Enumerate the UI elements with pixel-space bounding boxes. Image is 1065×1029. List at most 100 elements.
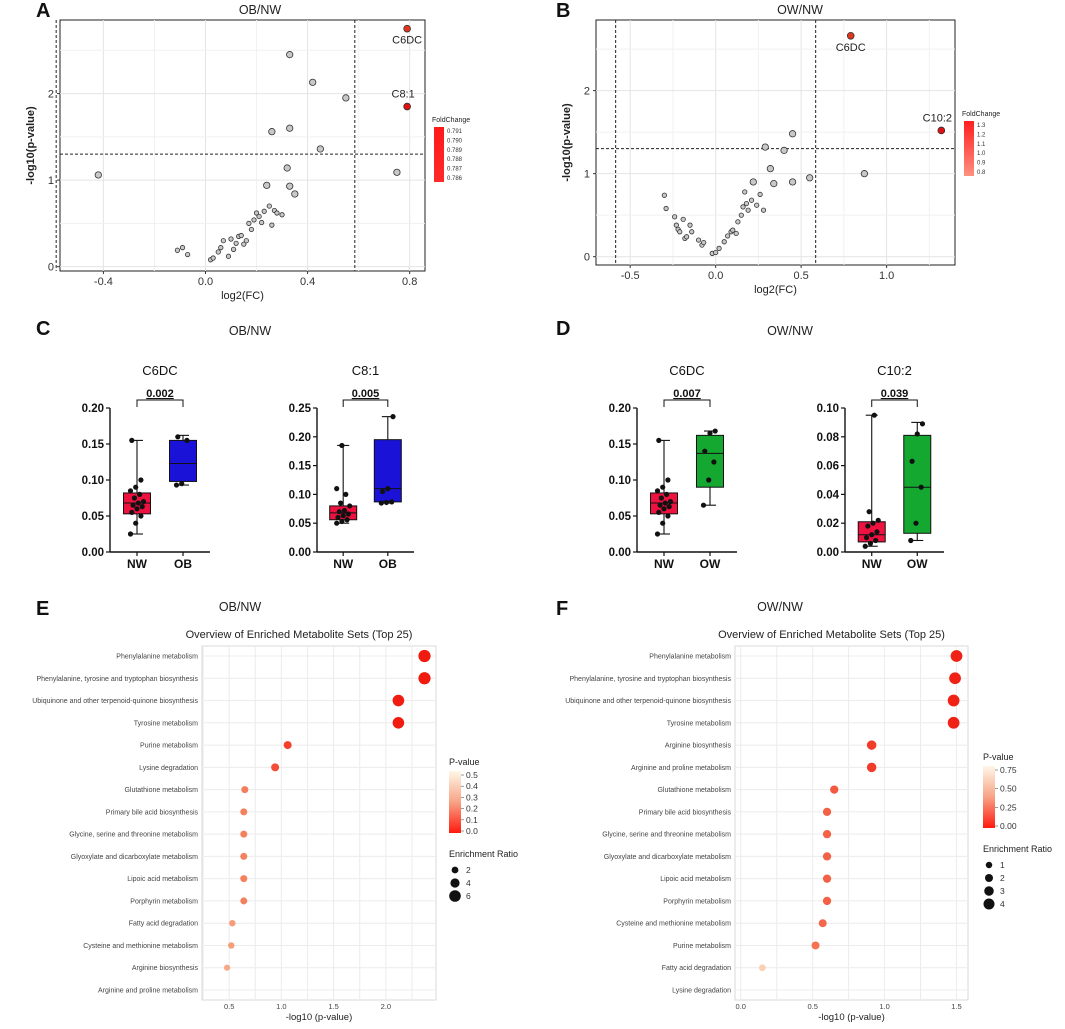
d-c6dc-y-tick-label: 0.00 <box>609 547 631 559</box>
d-c102-data-point <box>863 535 870 541</box>
f-category-label: Phenylalanine, tyrosine and tryptophan b… <box>570 676 732 683</box>
a-highlight-point-1 <box>403 102 411 111</box>
e-x-tick-label: 1.0 <box>276 1002 286 1011</box>
a-x-tick-label: -0.4 <box>94 276 113 288</box>
f-enrichment-dot <box>950 650 963 662</box>
f-colorbar-tick-label: 0.75 <box>1000 765 1017 775</box>
f-category-label: Phenylalanine metabolism <box>649 654 731 661</box>
a-data-point <box>342 94 350 102</box>
b-legend-tick: 0.9 <box>977 161 986 167</box>
e-size-legend-dot <box>451 866 459 874</box>
f-category-label: Glutathione metabolism <box>657 787 731 794</box>
d-c6dc-data-point <box>657 502 663 508</box>
b-data-point <box>788 178 797 186</box>
a-data-point <box>268 128 276 136</box>
a-data-point <box>241 241 247 247</box>
d-c102-y-tick-label: 0.00 <box>817 547 839 559</box>
c-c81-metric-title: C8:1 <box>352 363 379 378</box>
f-enrichment-dot <box>822 852 832 861</box>
b-data-point <box>680 216 686 222</box>
f-enrichment-dot <box>830 785 839 794</box>
a-data-point <box>243 238 249 244</box>
c-c6dc-data-point <box>175 434 181 440</box>
c-c6dc-data-point <box>173 482 180 488</box>
f-size-legend-dot <box>985 861 993 869</box>
d-c6dc-y-tick-label: 0.15 <box>609 439 632 451</box>
c-c81-data-point <box>345 511 351 517</box>
d-c102-pvalue-label: 0.039 <box>881 388 909 400</box>
a-data-point <box>248 226 255 233</box>
e-enrichment-dot <box>240 830 248 838</box>
f-category-label: Ubiquinone and other terpenoid-quinone b… <box>565 698 731 705</box>
c-c6dc-metric-title: C6DC <box>142 363 177 378</box>
c-c6dc-data-point <box>184 437 190 443</box>
f-enrichment-dot <box>822 874 832 883</box>
a-data-point <box>274 210 280 216</box>
a-data-point <box>279 212 285 218</box>
b-highlight-label-0: C6DC <box>836 42 866 54</box>
b-data-point <box>780 146 788 154</box>
c-c81-data-point <box>335 514 341 521</box>
d-c6dc-data-point <box>666 504 672 510</box>
a-data-point <box>263 181 271 189</box>
d-c102-data-point <box>875 517 881 523</box>
a-data-point <box>309 78 317 86</box>
e-size-legend-dot <box>449 890 461 902</box>
b-legend-colorbar <box>964 121 974 176</box>
d-c6dc-data-point <box>662 500 668 506</box>
d-c6dc-y-tick-label: 0.20 <box>609 403 631 415</box>
a-data-point <box>238 232 244 239</box>
e-category-label: Tyrosine metabolism <box>134 720 198 727</box>
b-data-point <box>701 239 707 246</box>
f-size-legend-label: 1 <box>1000 860 1005 870</box>
b-plot-frame <box>595 19 956 266</box>
b-x-axis-label: log2(FC) <box>754 284 797 296</box>
d-c6dc-data-point <box>656 509 662 515</box>
d-c102-data-point <box>865 523 871 529</box>
f-enrichment-dot <box>866 762 877 773</box>
e-category-label: Lysine degradation <box>139 765 198 772</box>
d-c6dc-data-point <box>702 448 708 454</box>
c-c6dc-y-tick-label: 0.05 <box>82 511 105 523</box>
d-c102-x-tick-label: OW <box>907 557 928 571</box>
e-colorbar <box>449 771 461 833</box>
f-category-label: Lipoic acid metabolism <box>660 876 731 883</box>
a-data-point <box>228 236 234 242</box>
f-category-label: Tyrosine metabolism <box>667 720 731 727</box>
b-data-point <box>733 230 739 237</box>
a-data-point <box>225 253 232 259</box>
a-legend-tick: 0.790 <box>447 138 463 144</box>
d-c6dc-x-tick-label: NW <box>654 557 675 571</box>
b-data-point <box>757 191 763 198</box>
b-data-point <box>689 229 695 235</box>
d-c102-y-tick-label: 0.06 <box>817 461 839 473</box>
d-c102-box-ow <box>903 434 932 534</box>
a-legend-colorbar <box>434 127 444 182</box>
c-c6dc-data-point <box>129 437 135 443</box>
panel-letter-a: A <box>36 0 51 22</box>
f-enrichment-dot <box>866 740 877 750</box>
b-legend-tick: 1.1 <box>977 142 986 148</box>
b-data-point <box>713 249 719 256</box>
f-category-label: Fatty acid degradation <box>662 965 731 972</box>
e-size-legend-label: 4 <box>466 878 471 888</box>
d-c102-data-point <box>869 532 875 538</box>
e-enrichment-dot <box>271 763 280 772</box>
f-subtitle: Overview of Enriched Metabolite Sets (To… <box>718 629 945 641</box>
d-c6dc-pvalue-label: 0.007 <box>673 388 701 400</box>
a-legend-title: FoldChange <box>432 117 470 124</box>
c-c81-data-point <box>337 500 344 506</box>
e-enrichment-dot <box>240 875 248 883</box>
e-enrichment-dot <box>240 852 248 860</box>
d-c6dc-y-tick-label: 0.05 <box>609 511 632 523</box>
c-c6dc-x-tick-label: NW <box>127 557 148 571</box>
d-c6dc-data-point <box>707 430 713 436</box>
d-c102-y-tick-label: 0.02 <box>817 518 839 530</box>
a-data-point <box>256 213 262 220</box>
c-c81-y-tick-label: 0.15 <box>289 461 312 473</box>
d-c102-y-tick-label: 0.08 <box>817 432 840 444</box>
b-x-tick-label: 1.0 <box>879 270 894 282</box>
a-data-point <box>286 51 294 59</box>
d-c6dc-data-point <box>700 502 707 508</box>
f-colorbar-tick-label: 0.00 <box>1000 821 1017 831</box>
